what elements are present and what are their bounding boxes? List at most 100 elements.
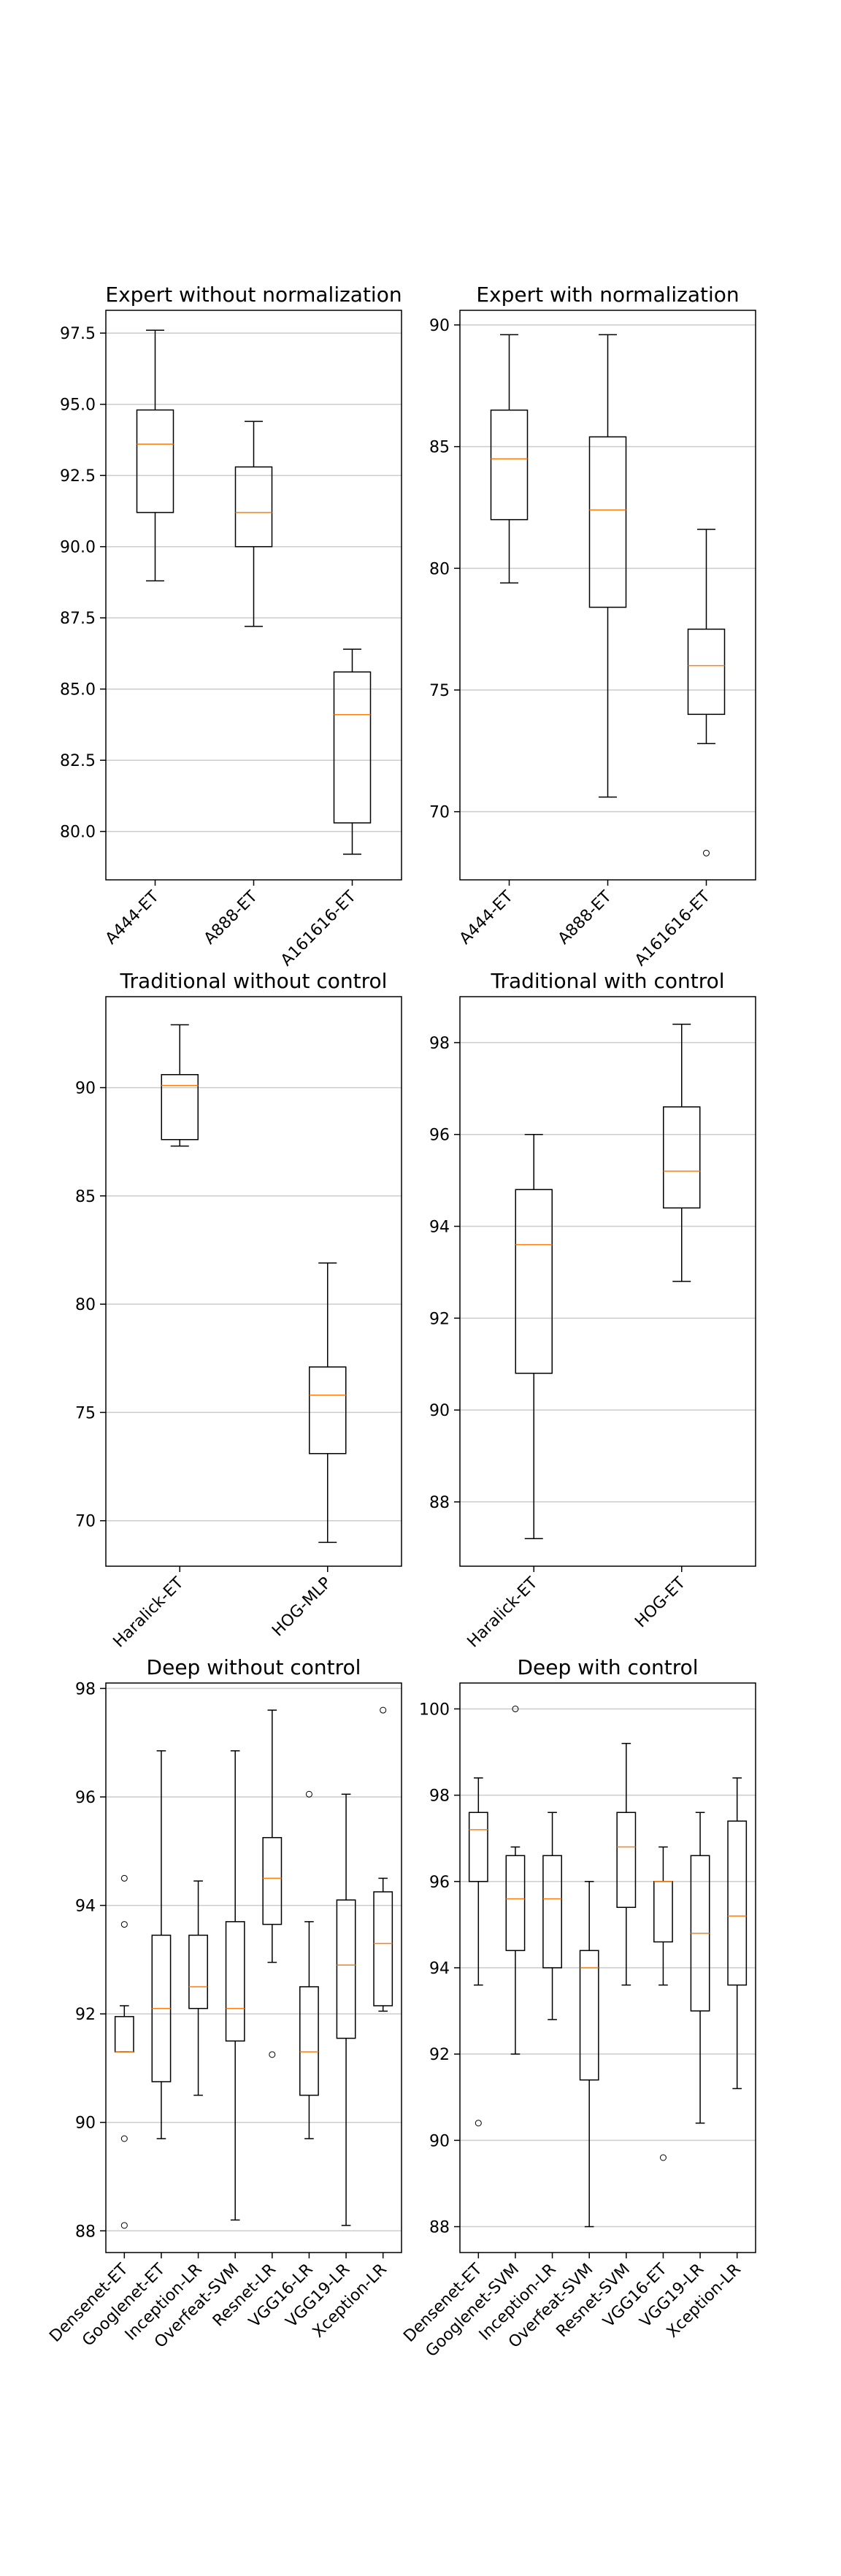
chart-title: Deep without control bbox=[147, 1655, 361, 1679]
box-A888-ET bbox=[234, 421, 273, 627]
box-iqr bbox=[188, 1934, 208, 2009]
y-tick-label: 90 bbox=[429, 1402, 450, 1420]
outlier-point bbox=[269, 2051, 276, 2058]
y-tick-label: 70 bbox=[429, 804, 450, 822]
y-tick-label: 80 bbox=[75, 1296, 96, 1314]
box-iqr bbox=[136, 409, 174, 513]
y-tick-label: 96 bbox=[429, 1127, 450, 1145]
x-tick-label: HOG-MLP bbox=[269, 1574, 335, 1641]
y-tick-label: 80 bbox=[429, 560, 450, 578]
x-tick-label: A444-ET bbox=[456, 887, 517, 948]
box-iqr bbox=[309, 1366, 347, 1454]
box-Inception-LR bbox=[188, 1880, 208, 2096]
box-iqr bbox=[373, 1891, 393, 2006]
box-iqr bbox=[542, 1855, 562, 1969]
outlier-point bbox=[512, 1705, 519, 1712]
box-iqr bbox=[468, 1812, 488, 1882]
box-A444-ET bbox=[136, 329, 174, 582]
box-iqr bbox=[262, 1836, 283, 1925]
y-tick-label: 90 bbox=[429, 317, 450, 335]
y-tick-label: 94 bbox=[75, 1898, 96, 1916]
outlier-point bbox=[380, 1706, 387, 1714]
outlier-point bbox=[120, 1874, 128, 1882]
y-tick-label: 90 bbox=[429, 2132, 450, 2150]
box-iqr bbox=[663, 1106, 701, 1209]
box-iqr bbox=[687, 628, 726, 716]
y-tick-label: 75 bbox=[75, 1404, 96, 1422]
box-iqr bbox=[490, 409, 529, 521]
chart-title: Expert with normalization bbox=[476, 283, 739, 307]
box-iqr bbox=[588, 436, 627, 608]
y-tick-label: 92 bbox=[75, 2006, 96, 2024]
box-iqr bbox=[234, 466, 273, 548]
box-VGG16-LR bbox=[299, 1790, 319, 2139]
outlier-point bbox=[475, 2120, 482, 2127]
x-tick-label: A888-ET bbox=[555, 887, 615, 948]
y-tick-label: 82.5 bbox=[60, 752, 96, 770]
y-tick-label: 90 bbox=[75, 1080, 96, 1098]
y-tick-label: 70 bbox=[75, 1513, 96, 1531]
chart-title: Traditional with control bbox=[490, 969, 724, 993]
box-Inception-LR bbox=[542, 1812, 562, 2020]
y-tick-label: 90.0 bbox=[60, 539, 96, 557]
x-tick-label: HOG-ET bbox=[631, 1573, 689, 1631]
chart-title: Traditional without control bbox=[120, 969, 388, 993]
x-tick-label: A444-ET bbox=[102, 887, 163, 948]
box-Googlenet-ET bbox=[151, 1750, 172, 2139]
y-tick-label: 85.0 bbox=[60, 681, 96, 699]
chart-panel-5: 889092949698Densenet-ETGooglenet-ETIncep… bbox=[46, 1655, 402, 2352]
axes-frame bbox=[459, 1682, 756, 2253]
chart-panel-3: 70 75 80 85 90 Haralick-ET HOG-MLP Traditional … bbox=[75, 969, 402, 1652]
box-HOG-ET bbox=[663, 1023, 701, 1282]
outlier-point bbox=[120, 1921, 128, 1928]
box-Haralick-ET bbox=[515, 1133, 553, 1540]
box-iqr bbox=[727, 1820, 748, 1986]
y-tick-label: 88 bbox=[429, 1494, 450, 1512]
box-Haralick-ET bbox=[161, 1024, 199, 1147]
axes-frame bbox=[459, 310, 756, 881]
y-tick-label: 92 bbox=[429, 1310, 450, 1328]
box-Resnet-LR bbox=[262, 1709, 283, 2058]
y-tick-label: 97.5 bbox=[60, 325, 96, 343]
box-Densenet-ET bbox=[468, 1777, 488, 2127]
box-VGG19-LR bbox=[336, 1793, 356, 2226]
box-iqr bbox=[114, 2016, 134, 2052]
y-tick-label: 75 bbox=[429, 682, 450, 700]
y-tick-label: 80.0 bbox=[60, 824, 96, 842]
box-iqr bbox=[333, 671, 372, 824]
x-tick-label: A161616-ET bbox=[277, 887, 360, 970]
box-Overfeat-SVM bbox=[225, 1750, 245, 2221]
box-Xception-LR bbox=[727, 1777, 748, 2090]
chart-panel-2: 70 75 80 85 90 A444-ET A888-ET A161616-ET Expert… bbox=[429, 283, 756, 970]
chart-panel-4: 88 90 92 94 96 98 Haralick-ET HOG-ET Traditional… bbox=[429, 969, 756, 1652]
x-tick-label: Haralick-ET bbox=[464, 1573, 542, 1651]
box-Overfeat-SVM bbox=[579, 1881, 599, 2228]
y-tick-label: 88 bbox=[429, 2219, 450, 2237]
axes-frame bbox=[459, 996, 756, 1567]
y-tick-label: 98 bbox=[429, 1787, 450, 1806]
y-tick-label: 100 bbox=[419, 1701, 450, 1719]
box-iqr bbox=[225, 1921, 245, 2042]
box-iqr bbox=[579, 1950, 599, 2081]
y-tick-label: 96 bbox=[429, 1874, 450, 1892]
x-tick-label: Haralick-ET bbox=[110, 1573, 188, 1651]
box-A161616-ET bbox=[687, 529, 726, 856]
box-A444-ET bbox=[490, 334, 529, 584]
chart-panel-6: 889092949698100Densenet-ETGooglenet-SVMI… bbox=[400, 1655, 756, 2361]
axes-frame bbox=[105, 310, 402, 881]
x-tick-label: A888-ET bbox=[201, 887, 261, 948]
box-A888-ET bbox=[588, 334, 627, 798]
y-tick-label: 95.0 bbox=[60, 396, 96, 415]
outlier-point bbox=[305, 1790, 312, 1798]
box-iqr bbox=[299, 1986, 319, 2096]
box-A161616-ET bbox=[333, 648, 372, 855]
box-HOG-MLP bbox=[309, 1262, 347, 1544]
box-Densenet-ET bbox=[114, 1874, 134, 2229]
y-tick-label: 92.5 bbox=[60, 467, 96, 486]
outlier-point bbox=[659, 2154, 667, 2161]
outlier-point bbox=[120, 2222, 128, 2229]
box-iqr bbox=[616, 1812, 637, 1909]
y-tick-label: 94 bbox=[429, 1960, 450, 1978]
y-tick-label: 92 bbox=[429, 2046, 450, 2064]
